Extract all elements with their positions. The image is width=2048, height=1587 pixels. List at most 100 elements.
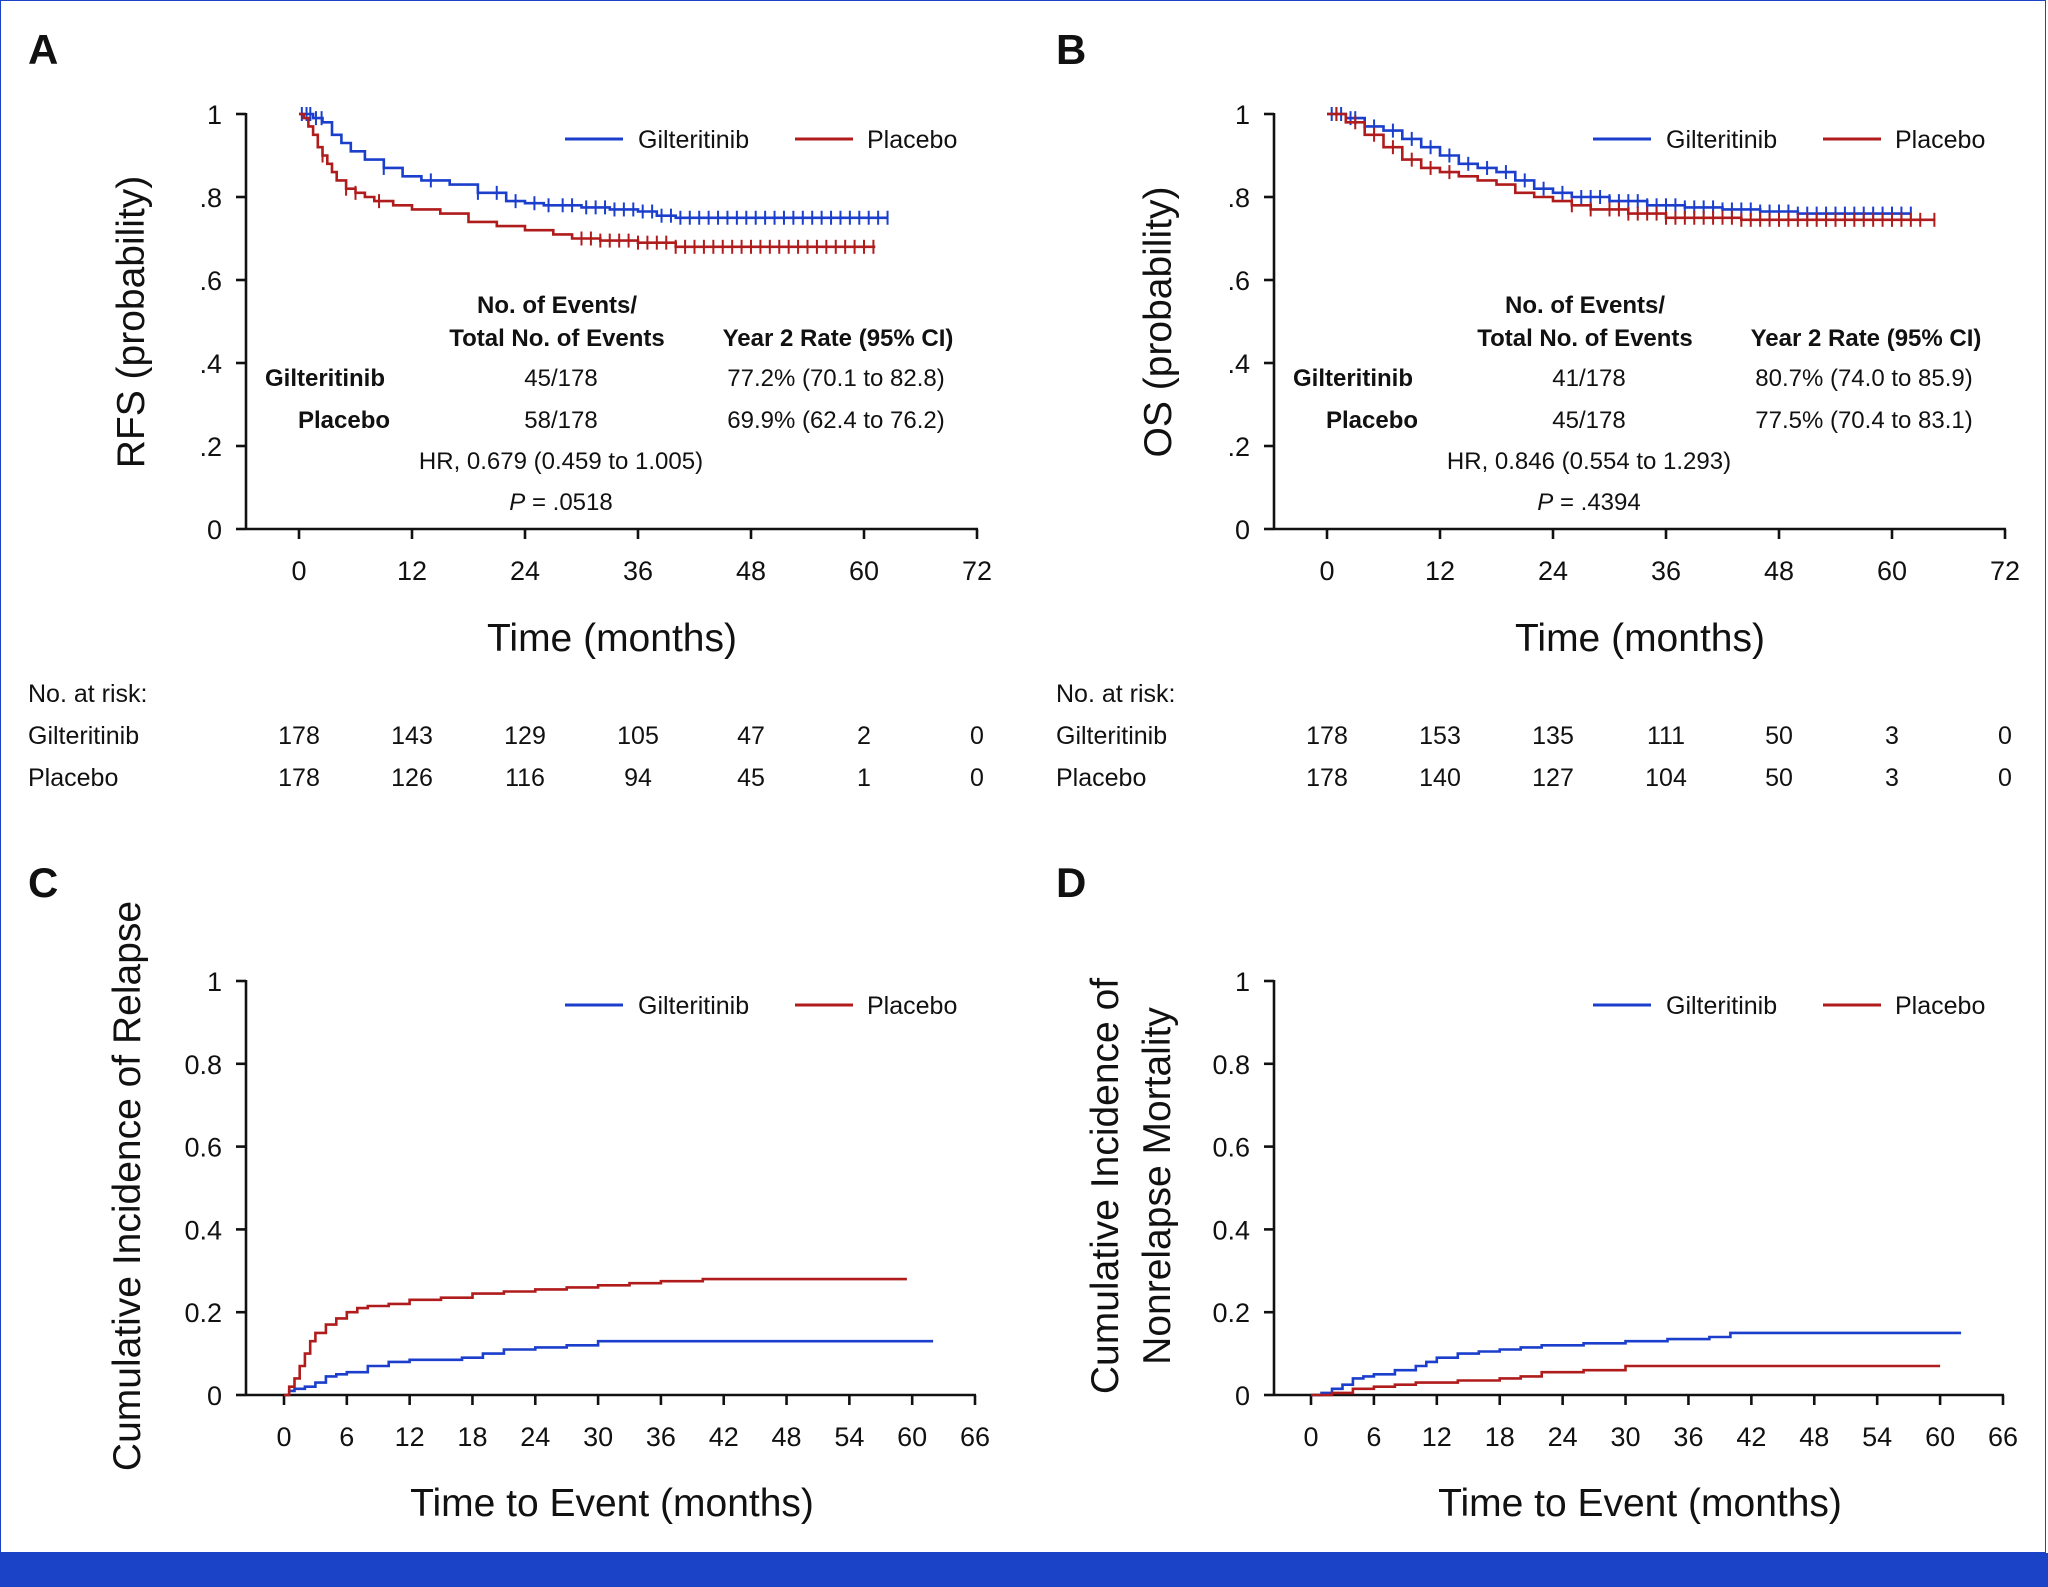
- curve-gilteritinib-c: [284, 1339, 934, 1397]
- table-rate-placebo-b: 77.5% (70.4 to 83.1): [1755, 407, 1972, 434]
- legend-label-gilteritinib-c: Gilteritinib: [638, 992, 749, 1020]
- x-tick-label-c: 54: [834, 1422, 864, 1452]
- x-axis-label-a: Time (months): [487, 617, 737, 660]
- p-label-a: P: [509, 489, 525, 516]
- y-tick-label-a: .6: [199, 266, 222, 296]
- x-tick-label-c: 36: [646, 1422, 676, 1452]
- hazard-ratio-a: HR, 0.679 (0.459 to 1.005): [419, 448, 703, 475]
- events-table-b: No. of Events/ Total No. of Events Year …: [1293, 292, 1981, 516]
- y-tick-label-b: .4: [1227, 349, 1250, 379]
- axes-c: 0 0.2 0.4 0.6 0.8 1 0 6 12 18 24 30 36 42 48 54 60 66: [184, 967, 990, 1452]
- table-arm-gilteritinib-b: Gilteritinib: [1293, 365, 1413, 392]
- panel-b: B OS (probability) Time (months) 0 .2 .4 .6…: [1056, 26, 2020, 792]
- at-risk-table-b: No. at risk: Gilteritinib Placebo 178 153…: [1056, 680, 2012, 792]
- panel-letter-b: B: [1056, 26, 1086, 73]
- table-header-events-line2-b: Total No. of Events: [1477, 325, 1693, 352]
- at-risk-arm-gilteritinib-a: Gilteritinib: [28, 722, 139, 750]
- x-tick-label-c: 30: [583, 1422, 613, 1452]
- curve-gilteritinib-d: [1311, 1331, 1962, 1397]
- x-tick-label-c: 0: [276, 1422, 291, 1452]
- y-tick-label-c: 0.4: [184, 1215, 222, 1245]
- at-risk-count-placebo-b: 104: [1645, 764, 1687, 792]
- x-tick-label-d: 42: [1736, 1422, 1766, 1452]
- panel-a: A RFS (probability) Time (months) 0 .2 .4.…: [28, 26, 992, 792]
- legend-label-placebo-b: Placebo: [1895, 126, 1985, 154]
- panel-letter-c: C: [28, 859, 58, 906]
- x-tick-label-a: 60: [849, 556, 879, 586]
- table-events-placebo-a: 58/178: [524, 407, 597, 434]
- x-tick-label-c: 6: [339, 1422, 354, 1452]
- x-tick-label-b: 72: [1990, 556, 2020, 586]
- x-tick-label-a: 36: [623, 556, 653, 586]
- bottom-color-band: [0, 1553, 2048, 1587]
- at-risk-count-placebo-b: 178: [1306, 764, 1348, 792]
- x-tick-label-c: 48: [772, 1422, 802, 1452]
- x-axis-label-d: Time to Event (months): [1438, 1482, 1842, 1525]
- y-tick-label-d: 1: [1235, 967, 1250, 997]
- at-risk-count-placebo-a: 94: [624, 764, 652, 792]
- at-risk-count-placebo-b: 127: [1532, 764, 1574, 792]
- curves-d: [1311, 1331, 1962, 1397]
- y-tick-label-b: .2: [1227, 432, 1250, 462]
- axes-d: 0 0.2 0.4 0.6 0.8 1 0 6 12 18 24 30 36 42 48 54 60 66: [1212, 967, 2018, 1452]
- y-tick-label-d: 0.6: [1212, 1133, 1250, 1163]
- x-tick-label-d: 30: [1611, 1422, 1641, 1452]
- table-header-events-line1-b: No. of Events/: [1505, 292, 1665, 319]
- curve-placebo-c: [284, 1277, 907, 1397]
- at-risk-count-placebo-b: 50: [1765, 764, 1793, 792]
- y-tick-label-b: .8: [1227, 183, 1250, 213]
- x-tick-label-b: 12: [1425, 556, 1455, 586]
- x-tick-label-d: 18: [1485, 1422, 1515, 1452]
- y-tick-label-b: 1: [1235, 100, 1250, 130]
- at-risk-count-placebo-a: 178: [278, 764, 320, 792]
- events-table-a: No. of Events/ Total No. of Events Year …: [265, 292, 953, 516]
- curve-placebo-d: [1311, 1364, 1941, 1397]
- y-axis-label-a: RFS (probability): [110, 176, 153, 469]
- x-tick-label-d: 54: [1862, 1422, 1892, 1452]
- at-risk-count-placebo-a: 116: [505, 764, 545, 792]
- x-axis-label-b: Time (months): [1515, 617, 1765, 660]
- y-axis-label-c: Cumulative Incidence of Relapse: [106, 901, 149, 1471]
- y-tick-label-b: 0: [1235, 515, 1250, 545]
- x-tick-label-a: 72: [962, 556, 992, 586]
- y-axis-label-d-line2: Nonrelapse Mortality: [1136, 1007, 1179, 1365]
- table-events-gilteritinib-b: 41/178: [1552, 365, 1625, 392]
- x-tick-label-c: 60: [897, 1422, 927, 1452]
- x-tick-label-d: 36: [1673, 1422, 1703, 1452]
- at-risk-count-placebo-b: 140: [1419, 764, 1461, 792]
- y-tick-label-b: .6: [1227, 266, 1250, 296]
- axes-a: 0 .2 .4 .6 .8 1 0 12 24 36 48 60 72: [199, 100, 992, 586]
- curve-placebo-b: [1327, 112, 1936, 222]
- table-header-events-line2-a: Total No. of Events: [449, 325, 665, 352]
- x-tick-label-c: 42: [709, 1422, 739, 1452]
- at-risk-count-placebo-a: 45: [737, 764, 765, 792]
- panel-letter-d: D: [1056, 859, 1086, 906]
- legend-label-gilteritinib-b: Gilteritinib: [1666, 126, 1777, 154]
- p-value-b: P = .4394: [1537, 489, 1640, 516]
- at-risk-count-gilteritinib-a: 129: [504, 722, 546, 750]
- y-tick-label-c: 1: [207, 967, 222, 997]
- at-risk-arm-gilteritinib-b: Gilteritinib: [1056, 722, 1167, 750]
- at-risk-count-gilteritinib-b: 3: [1885, 722, 1899, 750]
- x-axis-label-c: Time to Event (months): [410, 1482, 814, 1525]
- at-risk-header-b: No. at risk:: [1056, 680, 1175, 708]
- x-tick-label-c: 24: [520, 1422, 550, 1452]
- y-tick-label-a: 1: [207, 100, 222, 130]
- at-risk-count-gilteritinib-b: 153: [1419, 722, 1461, 750]
- x-tick-label-d: 66: [1988, 1422, 2018, 1452]
- at-risk-count-gilteritinib-a: 178: [278, 722, 320, 750]
- x-tick-label-a: 24: [510, 556, 540, 586]
- table-rate-gilteritinib-b: 80.7% (74.0 to 85.9): [1755, 365, 1972, 392]
- x-tick-label-a: 12: [397, 556, 427, 586]
- table-arm-placebo-a: Placebo: [298, 407, 390, 434]
- x-tick-label-b: 60: [1877, 556, 1907, 586]
- legend-label-placebo-a: Placebo: [867, 126, 957, 154]
- curves-b: [1327, 107, 1936, 227]
- at-risk-table-a: No. at risk: Gilteritinib Placebo 178 143…: [28, 680, 984, 792]
- y-tick-label-a: .8: [199, 183, 222, 213]
- x-tick-label-c: 66: [960, 1422, 990, 1452]
- x-tick-label-c: 18: [457, 1422, 487, 1452]
- curve-placebo-a: [299, 112, 876, 249]
- table-header-rate-a: Year 2 Rate (95% CI): [723, 325, 954, 352]
- at-risk-count-gilteritinib-a: 105: [617, 722, 659, 750]
